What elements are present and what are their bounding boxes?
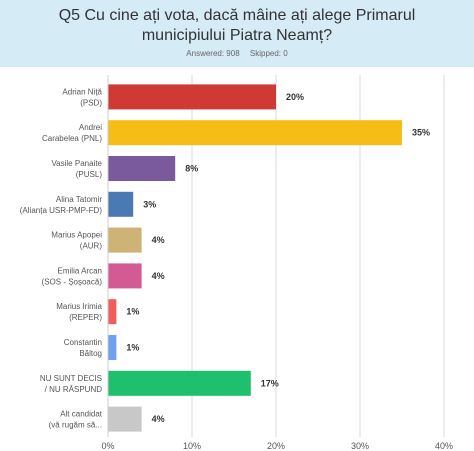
data-label: 4% (152, 271, 165, 281)
bar (108, 227, 142, 253)
question-header: Q5 Cu cine ați vota, dacă mâine ați aleg… (0, 0, 474, 67)
bar (108, 299, 117, 325)
skipped-count: Skipped: 0 (249, 49, 288, 58)
data-label: 17% (261, 378, 279, 388)
x-tick-label: 40% (435, 441, 453, 451)
bar (108, 156, 176, 181)
category-label: Constantin Băltog (64, 338, 102, 358)
data-label: 3% (143, 199, 156, 209)
category-label: Marius Irimia (REPER) (56, 302, 102, 322)
category-label: Andrei Carabelea (PNL) (42, 123, 102, 143)
category-label: Marius Apopei (AUR) (51, 231, 102, 251)
data-label: 4% (152, 414, 165, 424)
x-tick-label: 10% (183, 441, 201, 451)
bar (108, 84, 276, 110)
category-label: Adrian Niță (PSD) (62, 87, 102, 107)
category-label: Alina Tatomir (Alianța USR-PMP-FD) (20, 195, 103, 215)
bar (108, 263, 142, 289)
bar (108, 191, 134, 217)
bar (108, 370, 251, 396)
data-label: 1% (126, 343, 139, 353)
category-label: Alt candidat (vă rugăm să... (49, 410, 103, 430)
category-label: Emilia Arcan (SOS - Șoșoacă) (42, 266, 103, 286)
data-label: 8% (185, 164, 198, 174)
data-label: 20% (286, 92, 304, 102)
bar (108, 120, 402, 146)
bar (108, 406, 142, 432)
data-label: 35% (412, 128, 430, 138)
question-title: Q5 Cu cine ați vota, dacă mâine ați aleg… (58, 7, 416, 44)
answered-count: Answered: 908 (186, 49, 240, 58)
x-tick-label: 0% (101, 441, 114, 451)
x-tick-label: 30% (351, 441, 369, 451)
category-label: Vasile Panaite (PUSL) (51, 159, 102, 179)
response-stats: Answered: 908 Skipped: 0 (0, 49, 474, 58)
data-label: 1% (126, 307, 139, 317)
category-label: NU SUNT DECIS / NU RĂSPUND (40, 374, 102, 394)
data-label: 4% (152, 235, 165, 245)
bar (108, 335, 117, 360)
x-tick-label: 20% (267, 441, 285, 451)
bar-chart: 0% 10% 20% 30% 40% Adrian Niță (PSD) 20% Andrei C… (20, 75, 453, 451)
